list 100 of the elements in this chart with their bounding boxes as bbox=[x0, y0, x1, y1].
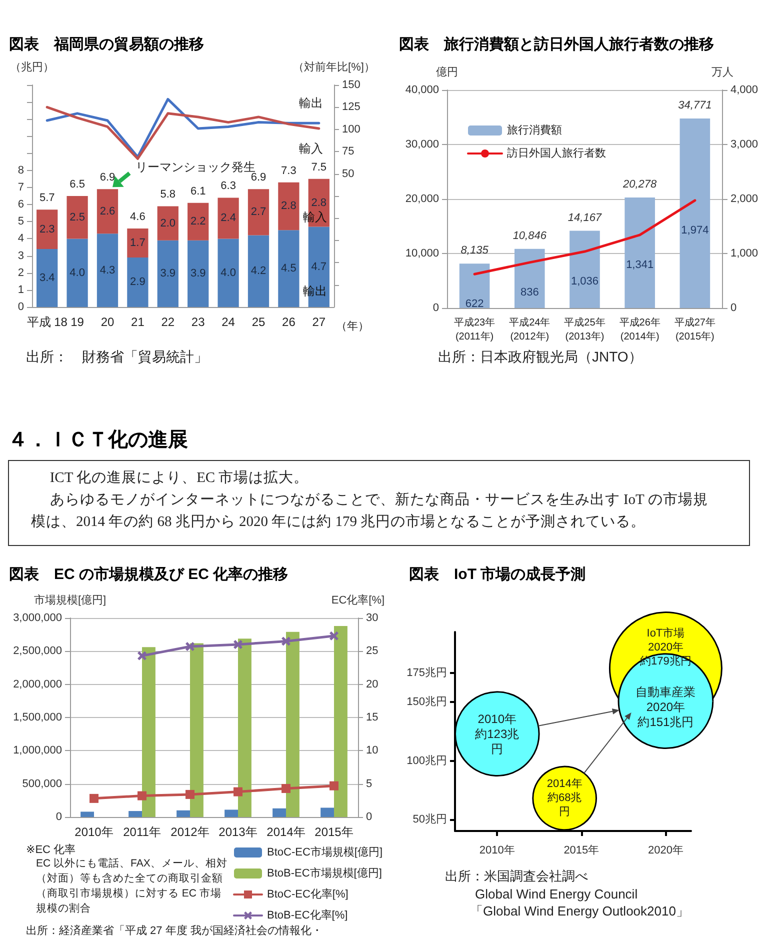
bar bbox=[66, 238, 88, 307]
y-tick-label: 0 bbox=[432, 302, 439, 314]
y2-tick-label: 50 bbox=[342, 168, 354, 180]
point bbox=[186, 790, 194, 799]
y-tick-label: 2,500,000 bbox=[13, 645, 62, 658]
y-axis-title: 億円 bbox=[436, 66, 458, 78]
y2-tick-label: 0 bbox=[366, 811, 372, 823]
legend-label: BtoC-EC市場規模[億円] bbox=[267, 846, 383, 858]
y-tick-label: 0 bbox=[56, 811, 62, 823]
y-tick-label: 1 bbox=[18, 284, 24, 296]
y2-axis-title: 万人 bbox=[711, 66, 734, 78]
point bbox=[234, 787, 242, 796]
point bbox=[330, 781, 338, 790]
annotation: IoT市場 bbox=[646, 626, 685, 640]
line-series bbox=[46, 98, 320, 158]
text: EC 以外にも電話、FAX、メール、相対（対面）等も含めた全ての商取引金額（商取引市場規模）に対する EC 市場規模の割合 bbox=[36, 856, 228, 914]
total-label: 7.3 bbox=[281, 164, 296, 177]
y2-tick-label: 10 bbox=[366, 744, 378, 757]
data-label: 3.9 bbox=[160, 268, 176, 280]
y2-tick-label: 1,000 bbox=[730, 248, 758, 260]
point bbox=[138, 791, 146, 800]
text: あらゆるモノがインターネットにつながることで、新たな商品・サービスを生み出す IoT の市場規模は、2014 年の約 68 兆円から 2020 年には約 179 兆円の市場となることが予測されている。 bbox=[31, 490, 709, 532]
bar bbox=[218, 198, 239, 239]
bar bbox=[570, 230, 600, 308]
annotation: 2020年 bbox=[646, 700, 686, 714]
point bbox=[234, 640, 242, 650]
y-tick-label: 4 bbox=[18, 232, 24, 245]
data-label: 4.3 bbox=[100, 264, 116, 276]
data-label: 3.9 bbox=[190, 268, 206, 280]
text: 出所：米国調査会社調べ bbox=[445, 868, 588, 884]
bar bbox=[248, 189, 270, 236]
x-tick-label: 平成25年(2013年) bbox=[564, 316, 606, 342]
legend-label: BtoB-EC市場規模[億円] bbox=[267, 866, 382, 880]
bar bbox=[272, 808, 286, 817]
data-label: 2.3 bbox=[39, 223, 55, 236]
bar bbox=[127, 228, 148, 258]
bar bbox=[36, 248, 58, 307]
data-label: 14,167 bbox=[568, 212, 602, 224]
point bbox=[330, 631, 338, 640]
data-label: 3.4 bbox=[39, 272, 55, 284]
x-tick-label: 20 bbox=[100, 315, 114, 329]
data-label: 836 bbox=[520, 286, 539, 298]
total-label: 6.1 bbox=[190, 185, 206, 198]
text: 出所：経済産業省「平成 27 年度 我が国経済社会の情報化・ bbox=[26, 924, 322, 937]
text: 出所： 財務省「貿易統計」 bbox=[26, 348, 208, 364]
y-tick-label: 2,000,000 bbox=[13, 678, 62, 690]
bar bbox=[127, 257, 148, 307]
bar bbox=[224, 810, 238, 817]
data-label: 4.7 bbox=[311, 260, 327, 273]
data-label: 2.5 bbox=[70, 211, 85, 224]
point bbox=[186, 642, 194, 652]
y-tick-label: 500,000 bbox=[22, 778, 62, 790]
data-label: 2.7 bbox=[250, 206, 266, 218]
bar bbox=[624, 197, 655, 308]
annotation: 2014年 bbox=[546, 778, 582, 790]
annotation: 約123兆 bbox=[475, 726, 520, 741]
data-label: 2.8 bbox=[281, 200, 296, 212]
point bbox=[90, 794, 98, 803]
bar bbox=[514, 248, 545, 308]
y-tick-label: 1,500,000 bbox=[13, 712, 62, 724]
bar bbox=[680, 118, 710, 308]
data-label: 2.8 bbox=[311, 196, 327, 209]
bar bbox=[218, 238, 239, 307]
bar bbox=[320, 808, 334, 817]
x-tick-label: 21 bbox=[131, 315, 145, 329]
text: ※EC 化率 bbox=[26, 843, 76, 856]
y-tick-label: 150兆円 bbox=[406, 695, 447, 708]
data-label: 2.0 bbox=[160, 217, 176, 230]
bar bbox=[286, 632, 300, 817]
bar bbox=[96, 189, 118, 234]
y-tick-label: 3 bbox=[18, 250, 24, 262]
bar bbox=[334, 626, 348, 817]
bar bbox=[248, 235, 270, 307]
total-label: 5.7 bbox=[39, 192, 55, 204]
bar bbox=[238, 638, 252, 817]
bar bbox=[157, 240, 178, 307]
y2-axis-title: （対前年比[%]） bbox=[293, 60, 375, 74]
chart-title: 図表 EC の市場規模及び EC 化率の推移 bbox=[9, 565, 288, 583]
bar bbox=[142, 647, 156, 817]
data-label: 34,771 bbox=[678, 100, 712, 112]
text: 「Global Wind Energy Outlook2010」 bbox=[470, 904, 689, 918]
bar bbox=[66, 196, 88, 239]
x-tick-label: 平成23年(2011年) bbox=[454, 316, 496, 342]
x-tick-label: 2011年 bbox=[123, 825, 161, 839]
x-tick-label: 23 bbox=[191, 315, 206, 329]
annotation: 円 bbox=[491, 742, 504, 756]
total-label: 6.9 bbox=[100, 172, 116, 184]
bar bbox=[128, 811, 142, 817]
y2-tick-label: 25 bbox=[366, 645, 378, 658]
y-tick-label: 30,000 bbox=[405, 138, 439, 150]
bar bbox=[459, 264, 490, 308]
bar bbox=[176, 810, 190, 817]
data-label: 2.2 bbox=[190, 216, 206, 228]
annotation: 2020年 bbox=[648, 641, 684, 654]
y-tick-label: 7 bbox=[18, 181, 24, 194]
data-label: 8,135 bbox=[460, 244, 490, 257]
x-tick-label: 平成27年(2015年) bbox=[674, 316, 716, 342]
bar bbox=[278, 230, 300, 307]
y2-tick-label: 15 bbox=[366, 712, 378, 724]
data-label: 2.6 bbox=[100, 205, 116, 218]
